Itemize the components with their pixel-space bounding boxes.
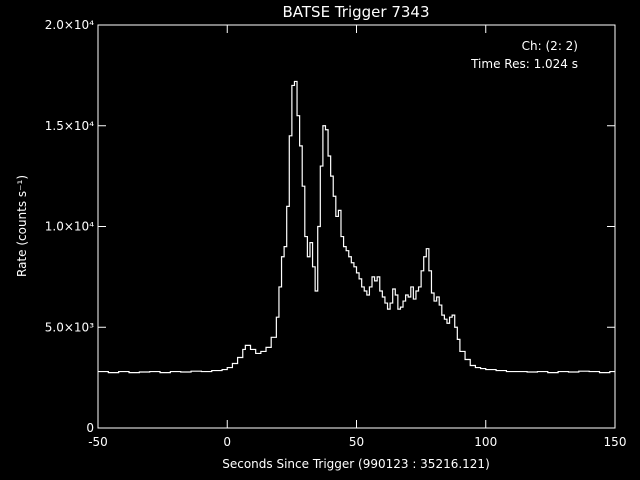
x-tick-label: 100 <box>474 435 497 449</box>
y-tick-label: 1.0×10⁴ <box>45 220 94 234</box>
y-axis-label: Rate (counts s⁻¹) <box>15 175 29 277</box>
x-tick-label: -50 <box>88 435 108 449</box>
annotation: Time Res: 1.024 s <box>470 57 578 71</box>
y-tick-label: 5.0×10³ <box>45 320 94 334</box>
y-tick-label: 2.0×10⁴ <box>45 18 94 32</box>
y-tick-label: 0 <box>86 421 94 435</box>
light-curve <box>98 80 615 374</box>
x-tick-label: 150 <box>604 435 627 449</box>
x-tick-label: 50 <box>349 435 364 449</box>
annotation: Ch: (2: 2) <box>522 39 578 53</box>
x-tick-label: 0 <box>223 435 231 449</box>
x-axis-label: Seconds Since Trigger (990123 : 35216.12… <box>222 457 490 471</box>
chart-title: BATSE Trigger 7343 <box>283 3 430 21</box>
y-tick-label: 1.5×10⁴ <box>45 119 94 133</box>
